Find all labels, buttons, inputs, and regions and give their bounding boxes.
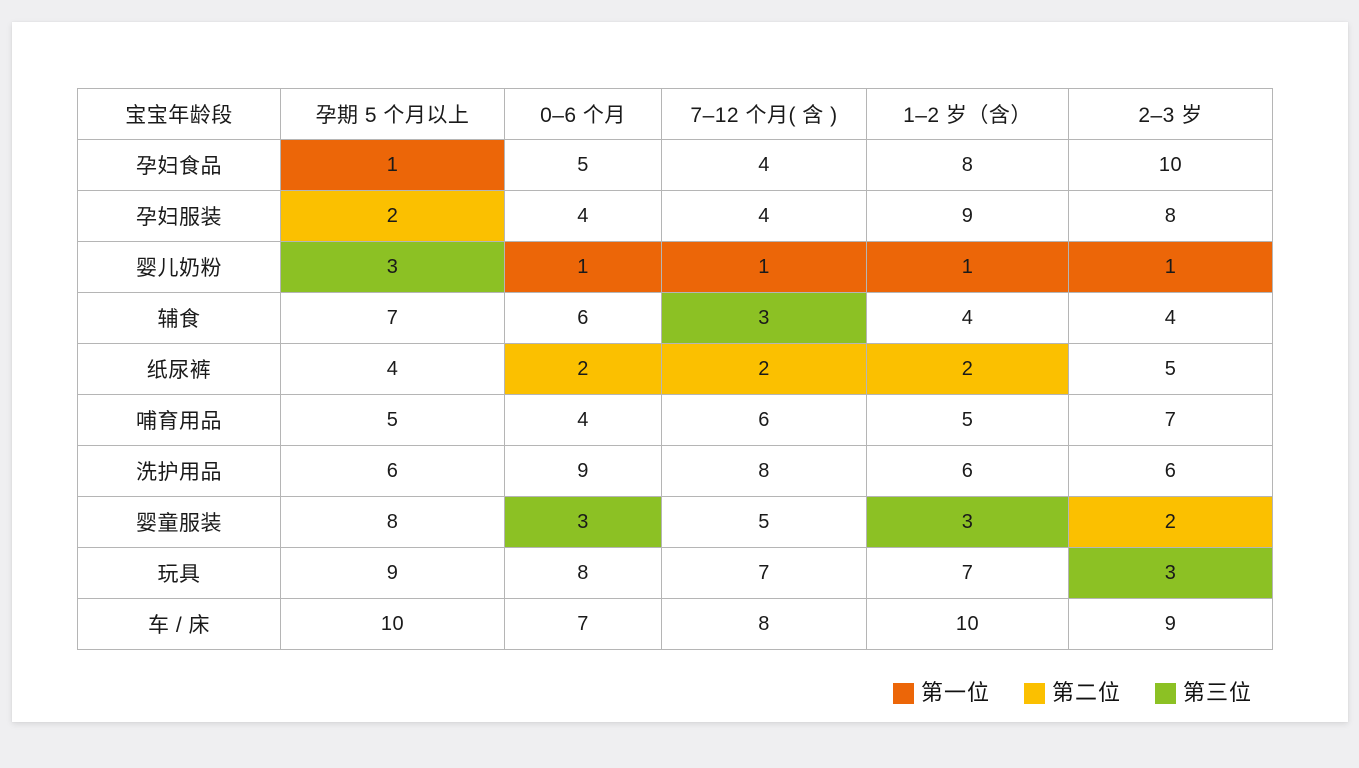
table-cell: 10 xyxy=(1068,139,1273,191)
table-cell: 7 xyxy=(1068,394,1273,446)
table-cell: 5 xyxy=(280,394,505,446)
column-header-0-6-months: 0–6 个月 xyxy=(504,88,662,140)
table-cell: 1 xyxy=(661,241,867,293)
column-header-pregnancy-5m-plus: 孕期 5 个月以上 xyxy=(280,88,505,140)
table-cell: 3 xyxy=(1068,547,1273,599)
column-header-1-2-years: 1–2 岁（含） xyxy=(866,88,1069,140)
table-row: 哺育用品 5 4 6 5 7 xyxy=(77,394,1273,446)
row-label: 洗护用品 xyxy=(77,445,281,497)
table-cell: 2 xyxy=(866,343,1069,395)
table-cell: 1 xyxy=(280,139,505,191)
legend: 第一位 第二位 第三位 xyxy=(893,682,1252,704)
table-cell: 8 xyxy=(1068,190,1273,242)
table-body: 孕妇食品 1 5 4 8 10 孕妇服装 2 4 4 9 8 婴儿奶粉 3 1 1 1 1 辅食 7 6 3 4 4 纸尿裤 4 2… xyxy=(77,139,1273,650)
slide-card: 宝宝年龄段 孕期 5 个月以上 0–6 个月 7–12 个月( 含 ) 1–2 … xyxy=(12,22,1348,722)
table-cell: 10 xyxy=(866,598,1069,650)
table-cell: 4 xyxy=(1068,292,1273,344)
table-row: 婴童服装 8 3 5 3 2 xyxy=(77,496,1273,548)
table-cell: 7 xyxy=(661,547,867,599)
row-label: 纸尿裤 xyxy=(77,343,281,395)
table-cell: 1 xyxy=(866,241,1069,293)
table-cell: 7 xyxy=(866,547,1069,599)
table-row: 洗护用品 6 9 8 6 6 xyxy=(77,445,1273,497)
table-cell: 4 xyxy=(504,190,662,242)
legend-item-first: 第一位 xyxy=(893,682,990,704)
table-cell: 9 xyxy=(1068,598,1273,650)
legend-swatch-third-icon xyxy=(1155,682,1177,704)
row-label: 玩具 xyxy=(77,547,281,599)
row-label: 婴儿奶粉 xyxy=(77,241,281,293)
table-cell: 8 xyxy=(661,598,867,650)
ranking-table: 宝宝年龄段 孕期 5 个月以上 0–6 个月 7–12 个月( 含 ) 1–2 … xyxy=(77,88,1273,650)
table-cell: 5 xyxy=(504,139,662,191)
table-cell: 9 xyxy=(280,547,505,599)
table-header: 宝宝年龄段 孕期 5 个月以上 0–6 个月 7–12 个月( 含 ) 1–2 … xyxy=(77,88,1273,140)
column-header-2-3-years: 2–3 岁 xyxy=(1068,88,1273,140)
table-cell: 6 xyxy=(280,445,505,497)
table-cell: 5 xyxy=(866,394,1069,446)
table-cell: 8 xyxy=(661,445,867,497)
legend-item-second: 第二位 xyxy=(1024,682,1121,704)
table-cell: 2 xyxy=(504,343,662,395)
table-cell: 9 xyxy=(866,190,1069,242)
table-cell: 2 xyxy=(661,343,867,395)
table-row: 纸尿裤 4 2 2 2 5 xyxy=(77,343,1273,395)
row-label: 哺育用品 xyxy=(77,394,281,446)
legend-swatch-second-icon xyxy=(1024,682,1046,704)
table-row: 孕妇服装 2 4 4 9 8 xyxy=(77,190,1273,242)
row-label: 车 / 床 xyxy=(77,598,281,650)
table-row: 婴儿奶粉 3 1 1 1 1 xyxy=(77,241,1273,293)
table-cell: 2 xyxy=(1068,496,1273,548)
table-cell: 6 xyxy=(504,292,662,344)
table-cell: 1 xyxy=(504,241,662,293)
table-row: 辅食 7 6 3 4 4 xyxy=(77,292,1273,344)
row-label: 孕妇食品 xyxy=(77,139,281,191)
table-row: 车 / 床 10 7 8 10 9 xyxy=(77,598,1273,650)
legend-label-first: 第一位 xyxy=(921,680,991,705)
table-cell: 5 xyxy=(661,496,867,548)
table-cell: 6 xyxy=(661,394,867,446)
table-cell: 4 xyxy=(280,343,505,395)
table-cell: 5 xyxy=(1068,343,1273,395)
table-row: 玩具 9 8 7 7 3 xyxy=(77,547,1273,599)
table-cell: 4 xyxy=(866,292,1069,344)
table-header-row: 宝宝年龄段 孕期 5 个月以上 0–6 个月 7–12 个月( 含 ) 1–2 … xyxy=(77,88,1273,140)
table-cell: 6 xyxy=(866,445,1069,497)
table-cell: 7 xyxy=(504,598,662,650)
table-cell: 3 xyxy=(504,496,662,548)
legend-label-second: 第二位 xyxy=(1052,680,1122,705)
table-cell: 8 xyxy=(280,496,505,548)
legend-item-third: 第三位 xyxy=(1155,682,1252,704)
table-cell: 7 xyxy=(280,292,505,344)
table-cell: 4 xyxy=(661,139,867,191)
table-cell: 2 xyxy=(280,190,505,242)
row-label: 辅食 xyxy=(77,292,281,344)
table-cell: 4 xyxy=(504,394,662,446)
legend-label-third: 第三位 xyxy=(1183,680,1253,705)
table-cell: 9 xyxy=(504,445,662,497)
table-cell: 1 xyxy=(1068,241,1273,293)
table-cell: 4 xyxy=(661,190,867,242)
table-cell: 3 xyxy=(661,292,867,344)
column-header-7-12-months: 7–12 个月( 含 ) xyxy=(661,88,867,140)
row-label: 婴童服装 xyxy=(77,496,281,548)
table-cell: 3 xyxy=(280,241,505,293)
table-cell: 8 xyxy=(866,139,1069,191)
table-cell: 6 xyxy=(1068,445,1273,497)
column-header-age-group: 宝宝年龄段 xyxy=(77,88,281,140)
table-row: 孕妇食品 1 5 4 8 10 xyxy=(77,139,1273,191)
table-cell: 10 xyxy=(280,598,505,650)
table-cell: 3 xyxy=(866,496,1069,548)
table-cell: 8 xyxy=(504,547,662,599)
row-label: 孕妇服装 xyxy=(77,190,281,242)
legend-swatch-first-icon xyxy=(893,682,914,704)
